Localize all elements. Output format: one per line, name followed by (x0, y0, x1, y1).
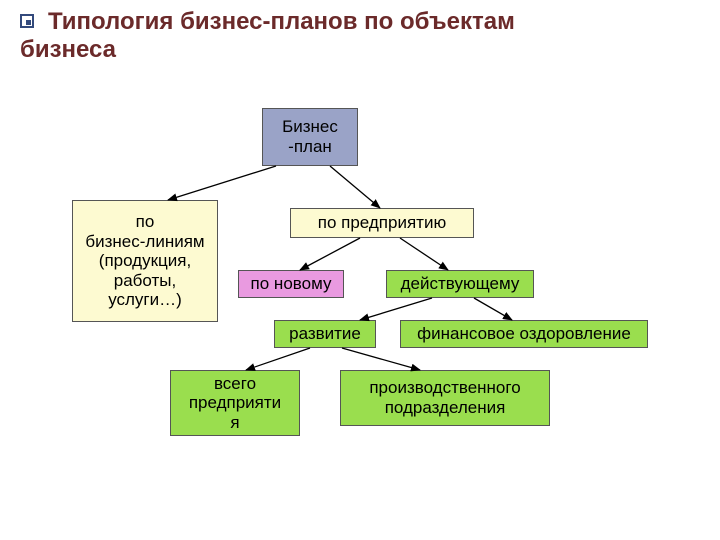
node-enterprise: по предприятию (290, 208, 474, 238)
node-root: Бизнес-план (262, 108, 358, 166)
title-line2: бизнеса (20, 36, 515, 64)
node-whole-label: всегопредприятия (189, 374, 281, 433)
page-title: Типология бизнес-планов по объектам бизн… (48, 8, 515, 64)
node-root-label: Бизнес-план (282, 117, 338, 156)
node-finrecover-label: финансовое оздоровление (417, 324, 631, 344)
node-division-label: производственногоподразделения (369, 378, 520, 417)
node-develop: развитие (274, 320, 376, 348)
title-bullet (20, 14, 34, 28)
node-newone-label: по новому (251, 274, 332, 294)
node-existing-label: действующему (401, 274, 520, 294)
node-division: производственногоподразделения (340, 370, 550, 426)
node-finrecover: финансовое оздоровление (400, 320, 648, 348)
node-lines: побизнес-линиям(продукция,работы,услуги…… (72, 200, 218, 322)
node-newone: по новому (238, 270, 344, 298)
node-whole: всегопредприятия (170, 370, 300, 436)
node-develop-label: развитие (289, 324, 361, 344)
node-existing: действующему (386, 270, 534, 298)
title-line1: Типология бизнес-планов по объектам (48, 8, 515, 36)
node-enterprise-label: по предприятию (318, 213, 446, 233)
node-lines-label: побизнес-линиям(продукция,работы,услуги…… (85, 212, 204, 310)
